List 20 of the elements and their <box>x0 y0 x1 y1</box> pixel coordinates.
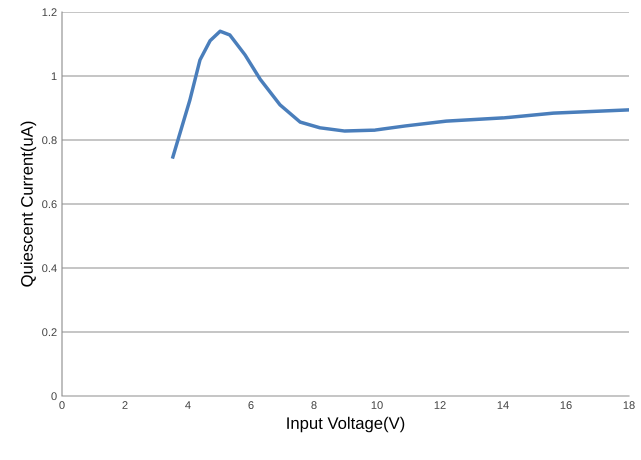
x-tick-label: 12 <box>434 401 446 409</box>
y-axis-title: Quiescent Current(uA) <box>20 122 36 287</box>
y-tick-label: 0 <box>51 392 57 400</box>
y-tick-label: 0.4 <box>42 264 57 272</box>
x-tick-label: 8 <box>311 401 317 410</box>
y-tick-label: 1 <box>52 72 57 80</box>
y-tick-label: 0.6 <box>42 200 57 208</box>
x-tick-label: 6 <box>248 401 254 410</box>
x-tick-label: 4 <box>185 401 191 409</box>
y-tick-label: 0.8 <box>42 136 57 144</box>
y-tick-label: 1.2 <box>42 8 57 16</box>
x-tick-label: 18 <box>624 401 635 410</box>
x-axis-title: Input Voltage(V) <box>287 416 404 432</box>
x-tick-label: 14 <box>498 401 509 409</box>
line-series <box>171 29 629 159</box>
x-tick-label: 0 <box>59 401 65 410</box>
y-tick-label: 0.2 <box>42 328 57 336</box>
x-tick-label: 16 <box>560 401 572 410</box>
x-tick-label: 10 <box>372 401 383 410</box>
x-tick-label: 2 <box>122 401 128 409</box>
